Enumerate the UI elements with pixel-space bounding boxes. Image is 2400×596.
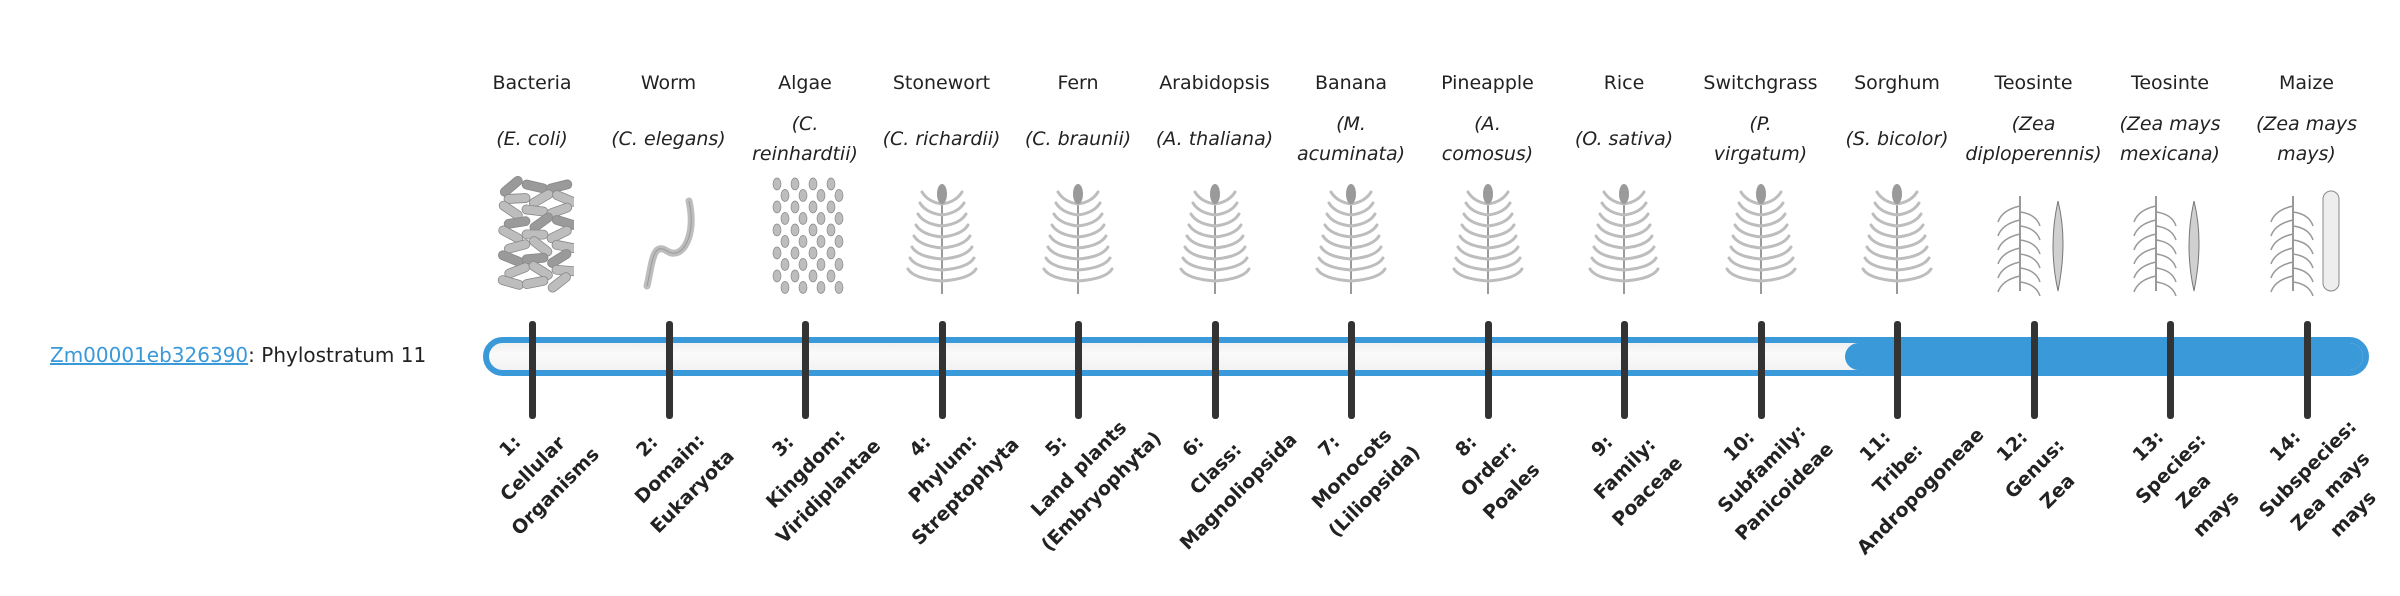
latin-name-line: (Zea [2011,113,2056,135]
latin-name-line: reinhardtii) [752,143,858,165]
algae-illustration [763,176,847,296]
stratum-tick [1348,321,1355,419]
latin-name-line: (C. richardii) [882,128,1001,150]
latin-name-line: (Zea mays [2255,113,2358,135]
stratum-tick [529,321,536,419]
phylostratum-bar [483,337,2369,376]
latin-name-line: (Zea mays [2119,113,2221,135]
organism-common-name: Switchgrass [1703,72,1818,94]
rice-illustration [1582,176,1666,296]
teosinte-illustration [1992,176,2076,297]
organism-latin-name: (S. bicolor) [1817,108,1977,170]
stratum-tick [802,321,809,419]
latin-name-line: (S. bicolor) [1845,128,1949,150]
organism-latin-name: (O. sativa) [1544,108,1704,170]
gene-id-link[interactable]: Zm00001eb326390 [50,343,249,367]
phylostratum-text: : Phylostratum 11 [248,343,427,367]
latin-name-line: (C. [791,113,819,135]
stratum-tick [1757,321,1765,419]
latin-name-line: acuminata) [1296,143,1406,165]
organism-common-name: Algae [778,72,832,94]
gene-label: Zm00001eb326390: Phylostratum 11 [50,340,426,370]
switchgrass-illustration [1719,176,1803,296]
latin-name-line: mexicana) [2120,143,2220,165]
latin-name-line: (A. [1474,113,1501,135]
stratum-tick [1075,321,1082,419]
stratum-tick [2303,321,2311,419]
organism-common-name: Worm [640,72,697,94]
stratum-tick [1894,321,1901,419]
organism-latin-name: (P. virgatum) [1681,108,1841,170]
latin-name-line: (M. [1336,113,1366,135]
organism-latin-name: (A. thaliana) [1135,108,1295,170]
organism-common-name: Sorghum [1854,72,1940,94]
organism-common-name: Fern [1057,72,1099,94]
arabidopsis-illustration [1173,176,1257,296]
organism-latin-name: (E. coli) [452,108,612,170]
latin-name-line: (C. elegans) [611,128,726,150]
maize-illustration [2265,176,2349,297]
latin-name-line: (P. [1749,113,1772,135]
organism-common-name: Maize [2279,72,2334,94]
sorghum-illustration [1855,176,1939,296]
organism-latin-name: (C. elegans) [589,108,749,170]
stratum-tick [2167,321,2174,419]
organism-latin-name: (C. braunii) [998,108,1158,170]
latin-name-line: (A. thaliana) [1155,128,1274,150]
organism-latin-name: (A. comosus) [1408,108,1568,170]
banana-illustration [1309,176,1393,296]
stratum-tick [665,321,673,419]
stratum-tick [2030,321,2038,419]
organism-latin-name: (C. richardii) [862,108,1022,170]
latin-name-line: virgatum) [1713,143,1808,165]
organism-latin-name: (Zea diploperennis) [1954,108,2114,170]
organism-common-name: Stonewort [892,72,991,94]
stonewort-illustration [900,176,984,296]
organism-latin-name: (C. reinhardtii) [725,108,885,170]
organism-common-name: Teosinte [1994,72,2073,94]
organism-common-name: Bacteria [492,72,572,94]
latin-name-line: (E. coli) [496,128,568,150]
pineapple-illustration [1446,176,1530,296]
stratum-tick [938,321,946,419]
stratum-tick [1211,321,1219,419]
organism-common-name: Rice [1603,72,1645,94]
latin-name-line: mays) [2277,143,2336,165]
organism-common-name: Pineapple [1441,72,1534,94]
worm-illustration [627,176,711,296]
organism-latin-name: (Zea mays mexicana) [2090,108,2250,170]
organism-latin-name: (Zea mays mays) [2227,108,2387,170]
latin-name-line: diploperennis) [1965,143,2102,165]
organism-latin-name: (M. acuminata) [1271,108,1431,170]
organism-common-name: Teosinte [2130,72,2210,94]
stratum-tick [1621,321,1628,419]
bacteria-illustration [490,176,579,296]
teosinte-illustration [2128,176,2212,297]
stratum-tick [1484,321,1492,419]
phylostratum-fill [1844,343,2363,370]
latin-name-line: (O. sativa) [1574,128,1674,150]
organism-common-name: Banana [1314,72,1388,94]
fern-illustration [1036,176,1120,296]
latin-name-line: comosus) [1441,143,1534,165]
organism-common-name: Arabidopsis [1159,72,1270,94]
latin-name-line: (C. braunii) [1024,128,1132,150]
